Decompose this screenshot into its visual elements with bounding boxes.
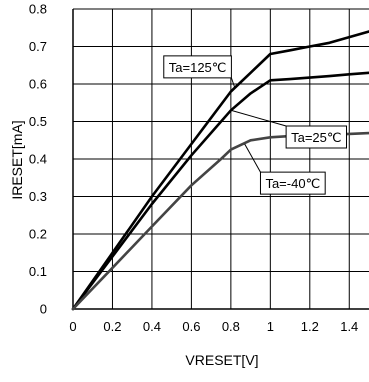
series-line: [71, 71, 369, 311]
y-tick-label: 0.1: [29, 264, 47, 279]
y-tick-label: 0.8: [29, 2, 47, 17]
callout-box: [163, 55, 232, 79]
x-axis-title: VRESET[V]: [185, 352, 258, 368]
callouts: Ta=125℃ Ta=25℃ Ta=-40℃: [163, 55, 348, 195]
y-tick-label: 0.2: [29, 227, 47, 242]
x-tick-label: 1: [267, 319, 274, 334]
callout-leader: [244, 143, 261, 173]
y-tick-label: 0.3: [29, 189, 47, 204]
callout-leader: [230, 109, 287, 127]
series-line: [71, 30, 369, 311]
y-tick-label: 0.7: [29, 39, 47, 54]
callout-label: Ta=-40℃: [265, 176, 320, 191]
callout: Ta=25℃: [230, 109, 348, 149]
x-tick-label: 0.2: [103, 319, 121, 334]
x-tick-label: 1.2: [301, 319, 319, 334]
tick-labels: 0 0.2 0.4 0.6 0.8 1 1.2 1.4 0 0.1 0.2 0.3 0.4 0.5 0.6 0…: [29, 2, 358, 335]
x-tick-label: 0.6: [182, 319, 200, 334]
y-tick-label: 0.4: [29, 152, 47, 167]
y-tick-label: 0: [40, 302, 47, 317]
callout: Ta=125℃: [163, 55, 236, 88]
x-tick-label: 0: [69, 319, 76, 334]
callout-leader: [230, 77, 236, 88]
callout-label: Ta=25℃: [291, 130, 341, 145]
callout-label: Ta=125℃: [169, 60, 227, 75]
y-axis-title: IRESET[mA]: [9, 120, 25, 199]
y-tick-label: 0.6: [29, 77, 47, 92]
x-tick-label: 0.4: [143, 319, 161, 334]
x-tick-label: 0.8: [222, 319, 240, 334]
x-tick-label: 1.4: [340, 319, 358, 334]
y-tick-label: 0.5: [29, 114, 47, 129]
callout-box: [285, 125, 348, 149]
callout: Ta=-40℃: [244, 143, 326, 195]
callout-box: [259, 171, 326, 195]
